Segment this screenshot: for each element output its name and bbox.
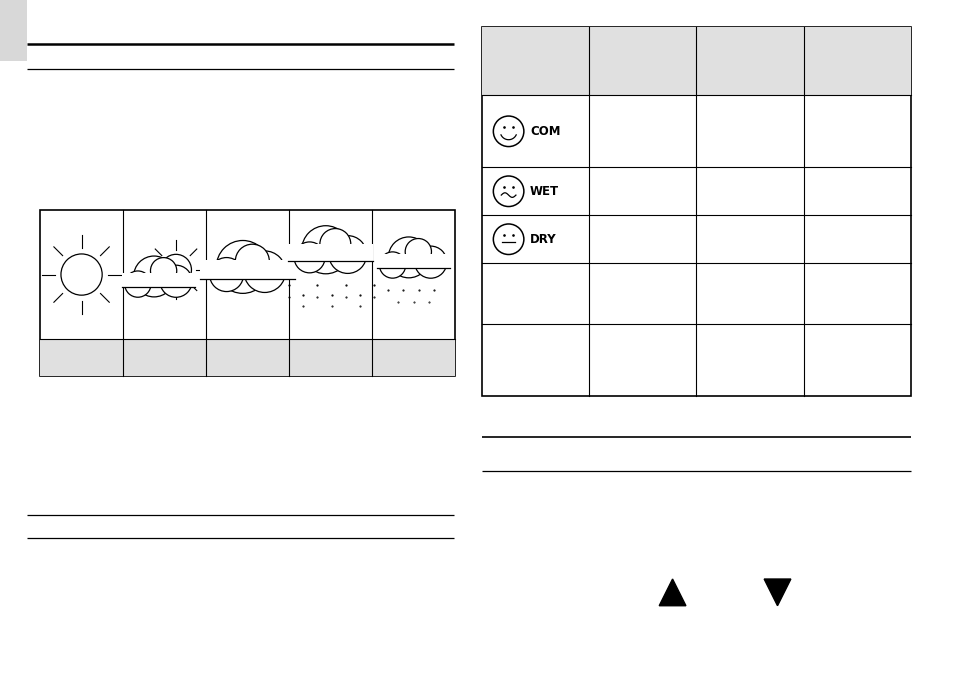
Text: WET: WET — [530, 185, 558, 198]
Ellipse shape — [379, 252, 405, 278]
Bar — [0, 0, 27, 61]
Ellipse shape — [133, 256, 174, 297]
Polygon shape — [659, 579, 685, 606]
Bar — [122, 273, 195, 287]
Ellipse shape — [235, 244, 269, 278]
Ellipse shape — [151, 258, 176, 284]
Ellipse shape — [125, 271, 151, 297]
Ellipse shape — [415, 246, 446, 278]
Ellipse shape — [329, 236, 366, 274]
Bar — [200, 260, 294, 278]
Text: DRY: DRY — [530, 233, 557, 246]
Bar — [376, 253, 450, 268]
Ellipse shape — [160, 265, 192, 297]
Ellipse shape — [405, 238, 431, 265]
Ellipse shape — [244, 251, 285, 292]
Ellipse shape — [216, 240, 269, 293]
Bar — [40, 210, 455, 376]
Ellipse shape — [294, 242, 325, 273]
Bar — [481, 27, 910, 95]
Bar — [40, 339, 455, 376]
Polygon shape — [763, 579, 790, 606]
Text: COM: COM — [530, 125, 560, 138]
Ellipse shape — [388, 237, 429, 278]
Ellipse shape — [210, 257, 243, 292]
Bar — [481, 27, 910, 396]
Bar — [288, 244, 373, 261]
Ellipse shape — [301, 225, 350, 274]
Ellipse shape — [319, 229, 351, 259]
